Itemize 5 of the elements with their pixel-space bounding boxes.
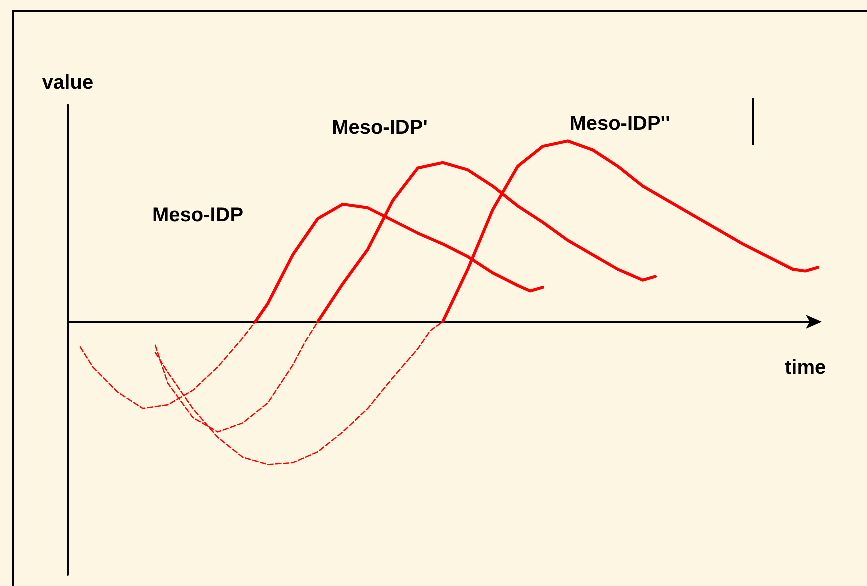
series-label: Meso-IDP'' [570, 113, 670, 136]
text: Meso-IDP [152, 204, 244, 226]
y-axis-title: value [42, 72, 94, 94]
series-label: Meso-IDP' [332, 116, 428, 139]
x-axis-title: time [785, 356, 826, 379]
